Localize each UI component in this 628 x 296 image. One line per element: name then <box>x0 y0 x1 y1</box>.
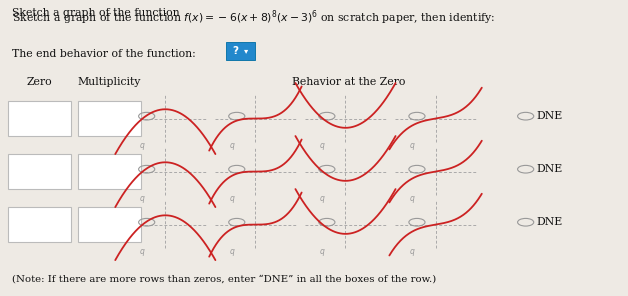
FancyBboxPatch shape <box>8 154 70 189</box>
Text: q: q <box>140 194 144 203</box>
Text: q: q <box>410 194 415 203</box>
Text: q: q <box>320 141 325 150</box>
Text: q: q <box>410 141 415 150</box>
Text: q: q <box>140 141 144 150</box>
FancyBboxPatch shape <box>226 42 255 60</box>
Text: ?: ? <box>232 46 239 56</box>
FancyBboxPatch shape <box>78 101 141 136</box>
Text: The end behavior of the function:: The end behavior of the function: <box>12 49 196 59</box>
Text: Sketch a graph of the function $f(x)=-6(x+8)^8(x-3)^6$ on scratch paper, then id: Sketch a graph of the function $f(x)=-6(… <box>12 8 495 27</box>
Text: q: q <box>140 247 144 256</box>
Text: Multiplicity: Multiplicity <box>78 77 141 87</box>
Text: (Note: If there are more rows than zeros, enter “DNE” in all the boxes of the ro: (Note: If there are more rows than zeros… <box>12 274 436 284</box>
Text: ▾: ▾ <box>244 46 249 56</box>
FancyBboxPatch shape <box>78 154 141 189</box>
Text: q: q <box>410 247 415 256</box>
Text: q: q <box>230 141 235 150</box>
Text: DNE: DNE <box>536 217 563 227</box>
Text: q: q <box>320 247 325 256</box>
Text: DNE: DNE <box>536 164 563 174</box>
Text: q: q <box>230 247 235 256</box>
Text: Zero: Zero <box>26 77 52 87</box>
Text: Sketch a graph of the function: Sketch a graph of the function <box>12 8 183 18</box>
FancyBboxPatch shape <box>8 101 70 136</box>
Text: q: q <box>230 194 235 203</box>
FancyBboxPatch shape <box>78 207 141 242</box>
Text: q: q <box>320 194 325 203</box>
Text: DNE: DNE <box>536 111 563 121</box>
FancyBboxPatch shape <box>8 207 70 242</box>
Text: Behavior at the Zero: Behavior at the Zero <box>292 77 405 87</box>
